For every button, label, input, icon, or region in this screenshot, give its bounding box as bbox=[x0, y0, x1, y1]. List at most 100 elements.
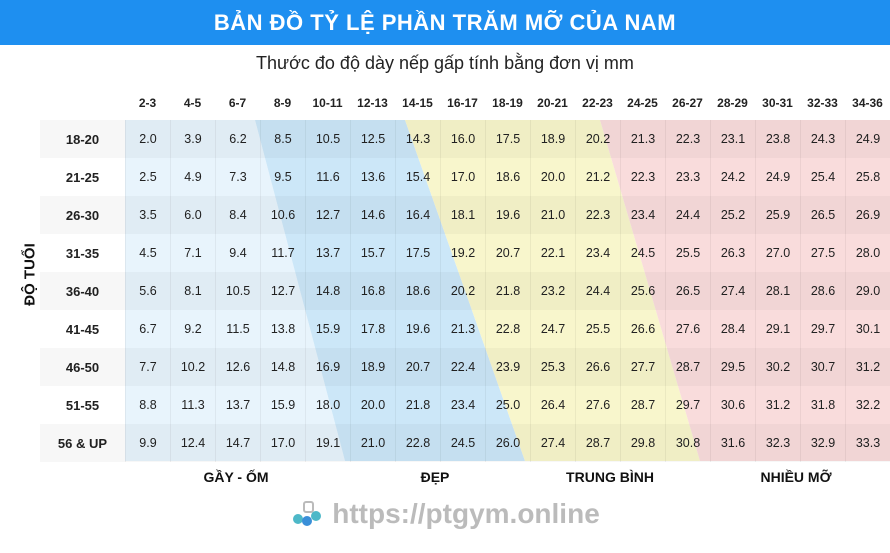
column-header: 6-7 bbox=[228, 95, 247, 110]
value-cell: 29.0 bbox=[845, 272, 890, 310]
value-cell: 20.7 bbox=[485, 234, 530, 272]
column-header: 14-15 bbox=[402, 95, 433, 110]
value-cell: 3.5 bbox=[125, 196, 170, 234]
value-cell: 18.1 bbox=[440, 196, 485, 234]
value-cell: 14.7 bbox=[215, 424, 260, 462]
value-cell: 12.4 bbox=[170, 424, 215, 462]
value-cell: 15.7 bbox=[350, 234, 395, 272]
value-cell: 14.8 bbox=[305, 272, 350, 310]
value-cell: 27.6 bbox=[575, 386, 620, 424]
value-cell: 8.4 bbox=[215, 196, 260, 234]
value-cell: 28.4 bbox=[710, 310, 755, 348]
value-cell: 24.4 bbox=[665, 196, 710, 234]
value-cell: 29.7 bbox=[665, 386, 710, 424]
column-header: 22-23 bbox=[582, 95, 613, 110]
value-cell: 25.2 bbox=[710, 196, 755, 234]
value-cell: 14.6 bbox=[350, 196, 395, 234]
value-cell: 19.6 bbox=[485, 196, 530, 234]
value-cell: 20.0 bbox=[530, 158, 575, 196]
value-cell: 8.1 bbox=[170, 272, 215, 310]
value-cell: 14.8 bbox=[260, 348, 305, 386]
value-cell: 16.9 bbox=[305, 348, 350, 386]
value-cell: 29.5 bbox=[710, 348, 755, 386]
value-cell: 23.9 bbox=[485, 348, 530, 386]
value-cell: 9.4 bbox=[215, 234, 260, 272]
value-cell: 5.6 bbox=[125, 272, 170, 310]
ptgym-logo-icon bbox=[293, 501, 322, 526]
table-row: 18-20 2.0 3.9 6.2 8.5 10.5 12.5 14.3 16.0 17.5 18.… bbox=[40, 120, 890, 158]
table-row: 41-45 6.7 9.2 11.5 13.8 15.9 17.8 19.6 21.3 22.8 2… bbox=[40, 310, 890, 348]
table-row: 26-30 3.5 6.0 8.4 10.6 12.7 14.6 16.4 18.1 19.6 21… bbox=[40, 196, 890, 234]
value-cell: 13.7 bbox=[305, 234, 350, 272]
watermark-footer: https://ptgym.online bbox=[0, 498, 890, 530]
table-row: 56 & UP 9.9 12.4 14.7 17.0 19.1 21.0 22.8 24.5 26… bbox=[40, 424, 890, 462]
value-cell: 21.8 bbox=[485, 272, 530, 310]
value-cell: 20.0 bbox=[350, 386, 395, 424]
value-cell: 24.9 bbox=[845, 120, 890, 158]
watermark-text: https://ptgym.online bbox=[332, 498, 600, 529]
value-cell: 25.9 bbox=[755, 196, 800, 234]
column-header: 10-11 bbox=[312, 95, 343, 110]
value-cell: 31.8 bbox=[800, 386, 845, 424]
chart-subtitle: Thước đo độ dày nếp gấp tính bằng đơn vị… bbox=[256, 53, 634, 73]
value-cell: 23.1 bbox=[710, 120, 755, 158]
value-cell: 25.6 bbox=[620, 272, 665, 310]
value-cell: 2.5 bbox=[125, 158, 170, 196]
value-cell: 14.3 bbox=[395, 120, 440, 158]
value-cell: 10.2 bbox=[170, 348, 215, 386]
column-header: 2-3 bbox=[138, 95, 157, 110]
column-header: 34-36 bbox=[852, 95, 883, 110]
value-cell: 10.6 bbox=[260, 196, 305, 234]
value-cell: 24.5 bbox=[440, 424, 485, 462]
value-cell: 8.8 bbox=[125, 386, 170, 424]
value-cell: 22.4 bbox=[440, 348, 485, 386]
value-cell: 6.7 bbox=[125, 310, 170, 348]
value-cell: 26.6 bbox=[620, 310, 665, 348]
value-cell: 15.4 bbox=[395, 158, 440, 196]
value-cell: 12.7 bbox=[305, 196, 350, 234]
value-cell: 24.5 bbox=[620, 234, 665, 272]
value-cell: 3.9 bbox=[170, 120, 215, 158]
value-cell: 18.0 bbox=[305, 386, 350, 424]
value-cell: 10.5 bbox=[215, 272, 260, 310]
value-cell: 28.7 bbox=[665, 348, 710, 386]
value-cell: 16.8 bbox=[350, 272, 395, 310]
value-cell: 9.2 bbox=[170, 310, 215, 348]
table-row: 31-35 4.5 7.1 9.4 11.7 13.7 15.7 17.5 19.2 20.7 22… bbox=[40, 234, 890, 272]
value-cell: 17.0 bbox=[440, 158, 485, 196]
value-cell: 15.9 bbox=[305, 310, 350, 348]
category-label-average: TRUNG BÌNH bbox=[566, 469, 654, 485]
value-cell: 7.7 bbox=[125, 348, 170, 386]
value-cell: 26.3 bbox=[710, 234, 755, 272]
value-cell: 29.8 bbox=[620, 424, 665, 462]
age-label: 46-50 bbox=[65, 359, 100, 375]
value-cell: 31.2 bbox=[845, 348, 890, 386]
value-cell: 28.7 bbox=[575, 424, 620, 462]
value-cell: 27.4 bbox=[530, 424, 575, 462]
value-cell: 31.2 bbox=[755, 386, 800, 424]
body-fat-table: 2-3 4-5 6-7 8-9 10-11 12-13 14-15 16-17 18-19 20-… bbox=[40, 85, 890, 462]
value-cell: 25.8 bbox=[845, 158, 890, 196]
value-cell: 22.3 bbox=[575, 196, 620, 234]
column-header: 20-21 bbox=[537, 95, 568, 110]
age-label: 18-20 bbox=[65, 131, 100, 147]
value-cell: 25.0 bbox=[485, 386, 530, 424]
age-label: 51-55 bbox=[65, 397, 100, 413]
value-cell: 28.1 bbox=[755, 272, 800, 310]
band-over bbox=[600, 120, 890, 461]
value-cell: 7.1 bbox=[170, 234, 215, 272]
value-cell: 32.2 bbox=[845, 386, 890, 424]
table-row: 46-50 7.7 10.2 12.6 14.8 16.9 18.9 20.7 22.4 23.9… bbox=[40, 348, 890, 386]
band-ideal bbox=[255, 120, 525, 461]
value-cell: 27.0 bbox=[755, 234, 800, 272]
category-label-over: NHIỀU MỠ bbox=[760, 469, 832, 485]
value-cell: 21.0 bbox=[350, 424, 395, 462]
value-cell: 23.8 bbox=[755, 120, 800, 158]
column-header: 30-31 bbox=[762, 95, 793, 110]
value-cell: 27.4 bbox=[710, 272, 755, 310]
table-row: 21-25 2.5 4.9 7.3 9.5 11.6 13.6 15.4 17.0 18.6 20.… bbox=[40, 158, 890, 196]
table-row: 51-55 8.8 11.3 13.7 15.9 18.0 20.0 21.8 23.4 25.0… bbox=[40, 386, 890, 424]
value-cell: 21.0 bbox=[530, 196, 575, 234]
value-cell: 18.6 bbox=[485, 158, 530, 196]
